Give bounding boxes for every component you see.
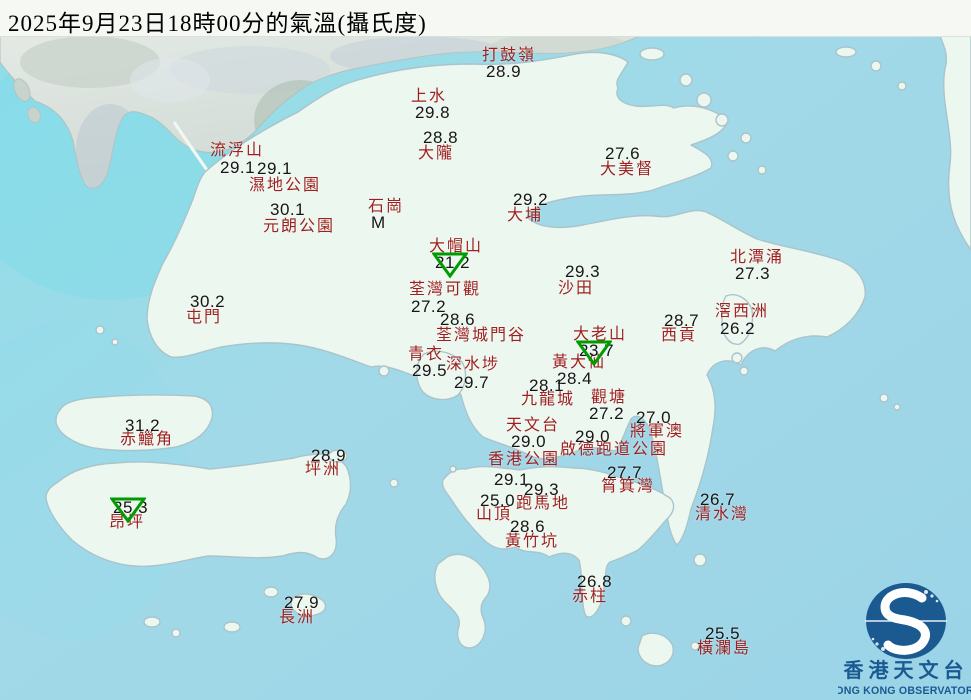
station-name: 大老山 — [573, 326, 628, 343]
station-temperature-value: 28.4 — [557, 369, 593, 388]
station-temperature-value: 25.0 — [480, 491, 516, 510]
station-name: 石崗 — [368, 198, 405, 215]
station-temperature-value: 29.1 — [257, 159, 293, 178]
station-temperature-value: 31.2 — [125, 416, 161, 435]
station-name: 荃灣可觀 — [409, 281, 482, 298]
po-toi-island — [637, 632, 674, 667]
station-temperature-value: 25.5 — [705, 624, 741, 643]
station-temperature-value: 29.7 — [454, 373, 490, 392]
station-temperature-value: 27.2 — [589, 404, 625, 423]
station-name: 滘西洲 — [715, 303, 770, 320]
hko-s-swirl-icon — [880, 588, 930, 655]
hko-logo-english: HONG KONG OBSERVATORY — [838, 685, 971, 697]
station-temperature-value: 28.9 — [486, 62, 522, 81]
station-name: 屯門 — [186, 309, 223, 326]
station-name: 跑馬地 — [516, 495, 571, 512]
station-temperature-value: 29.5 — [412, 361, 448, 380]
station-temperature-value: 29.3 — [565, 262, 601, 281]
station-temperature-value: 28.8 — [423, 128, 459, 147]
tung-lung-island — [693, 553, 707, 567]
station-temperature-value: 26.7 — [700, 490, 736, 509]
station-name: 大隴 — [418, 145, 455, 162]
hko-logo-chinese: 香港天文台 — [844, 658, 969, 682]
peng-chau-island — [328, 449, 348, 463]
hong-kong-island — [441, 465, 675, 618]
station-temperature-value: 29.1 — [494, 470, 530, 489]
station-name: 濕地公園 — [249, 177, 322, 194]
station-temperature-value: 29.2 — [513, 190, 549, 209]
station-temperature-value: 27.7 — [607, 463, 643, 482]
station-name: 橫瀾島 — [697, 640, 752, 657]
station-temperature-value: 27.0 — [636, 408, 672, 427]
station-name: 昂坪 — [109, 514, 146, 531]
lantau-island — [45, 453, 352, 568]
station-name: 深水埗 — [446, 356, 501, 373]
station-name: 青衣 — [408, 346, 445, 363]
tsing-yi-island — [416, 350, 467, 401]
station-name: 天文台 — [506, 417, 561, 434]
station-temperature-value: 26.2 — [720, 319, 756, 338]
station-name: 打鼓嶺 — [482, 47, 537, 64]
station-name: 北潭涌 — [730, 249, 785, 266]
station-temperature-value: 29.1 — [220, 158, 256, 177]
station-temperature-value: 29.8 — [415, 103, 451, 122]
station-name: 大埔 — [507, 207, 544, 224]
station-temperature-value: 29.3 — [524, 480, 560, 499]
falling-trend-icon — [109, 497, 147, 524]
station-temperature-value: 30.1 — [270, 200, 306, 219]
station-temperature-value: 27.6 — [605, 144, 641, 163]
station-name: 赤鱲角 — [120, 431, 175, 448]
airport-island — [55, 394, 214, 452]
station-temperature-value: M — [371, 213, 386, 232]
station-temperature-value: 28.9 — [311, 446, 347, 465]
station-name: 赤柱 — [572, 588, 609, 605]
station-name: 長洲 — [279, 609, 316, 626]
station-name: 上水 — [411, 88, 448, 105]
lamma-island — [434, 553, 491, 649]
station-name: 黃竹坑 — [505, 533, 560, 550]
station-name: 將軍澳 — [630, 423, 685, 440]
station-name: 筲箕灣 — [601, 478, 656, 495]
new-territories-landmass — [45, 35, 971, 667]
falling-trend-icon — [431, 252, 469, 279]
station-temperature-value: 28.7 — [664, 311, 700, 330]
station-name: 坪洲 — [305, 461, 342, 478]
waglan-island — [690, 641, 700, 651]
station-temperature-value: 27.3 — [735, 264, 771, 283]
station-name: 沙田 — [558, 280, 595, 297]
station-name: 啟德跑道公園 — [560, 441, 669, 458]
station-name: 觀塘 — [591, 389, 628, 406]
station-temperature-value: 26.8 — [577, 572, 613, 591]
map-title: 2025年9月23日18時00分的氣溫(攝氏度) — [8, 11, 427, 36]
ma-wan-island — [378, 365, 390, 377]
station-temperature-value: 27.2 — [411, 297, 447, 316]
station-name: 大帽山 — [429, 238, 484, 255]
station-name: 荃灣城門谷 — [436, 327, 527, 344]
station-name: 元朗公園 — [263, 218, 336, 235]
station-name: 大美督 — [600, 161, 655, 178]
station-temperature-value: 30.2 — [190, 292, 226, 311]
station-name: 山頂 — [476, 506, 513, 523]
cheung-chau-island — [290, 593, 327, 617]
station-temperature-value: 29.0 — [575, 427, 611, 446]
title-bar: 2025年9月23日18時00分的氣溫(攝氏度) — [0, 0, 971, 37]
station-name: 九龍城 — [521, 391, 576, 408]
station-temperature-value: 28.1 — [529, 376, 565, 395]
station-name: 西貢 — [661, 327, 698, 344]
hko-logo: 香港天文台 HONG KONG OBSERVATORY — [838, 583, 971, 697]
station-name: 流浮山 — [210, 142, 265, 159]
station-temperature-value: 29.0 — [511, 432, 547, 451]
kau-sai-chau-island — [721, 294, 754, 345]
station-temperature-value: 27.9 — [284, 593, 320, 612]
station-temperature-value: 28.6 — [440, 310, 476, 329]
falling-trend-icon — [575, 340, 613, 367]
station-temperature-value: 28.6 — [510, 517, 546, 536]
station-name: 香港公園 — [488, 451, 561, 468]
station-name: 清水灣 — [695, 506, 750, 523]
